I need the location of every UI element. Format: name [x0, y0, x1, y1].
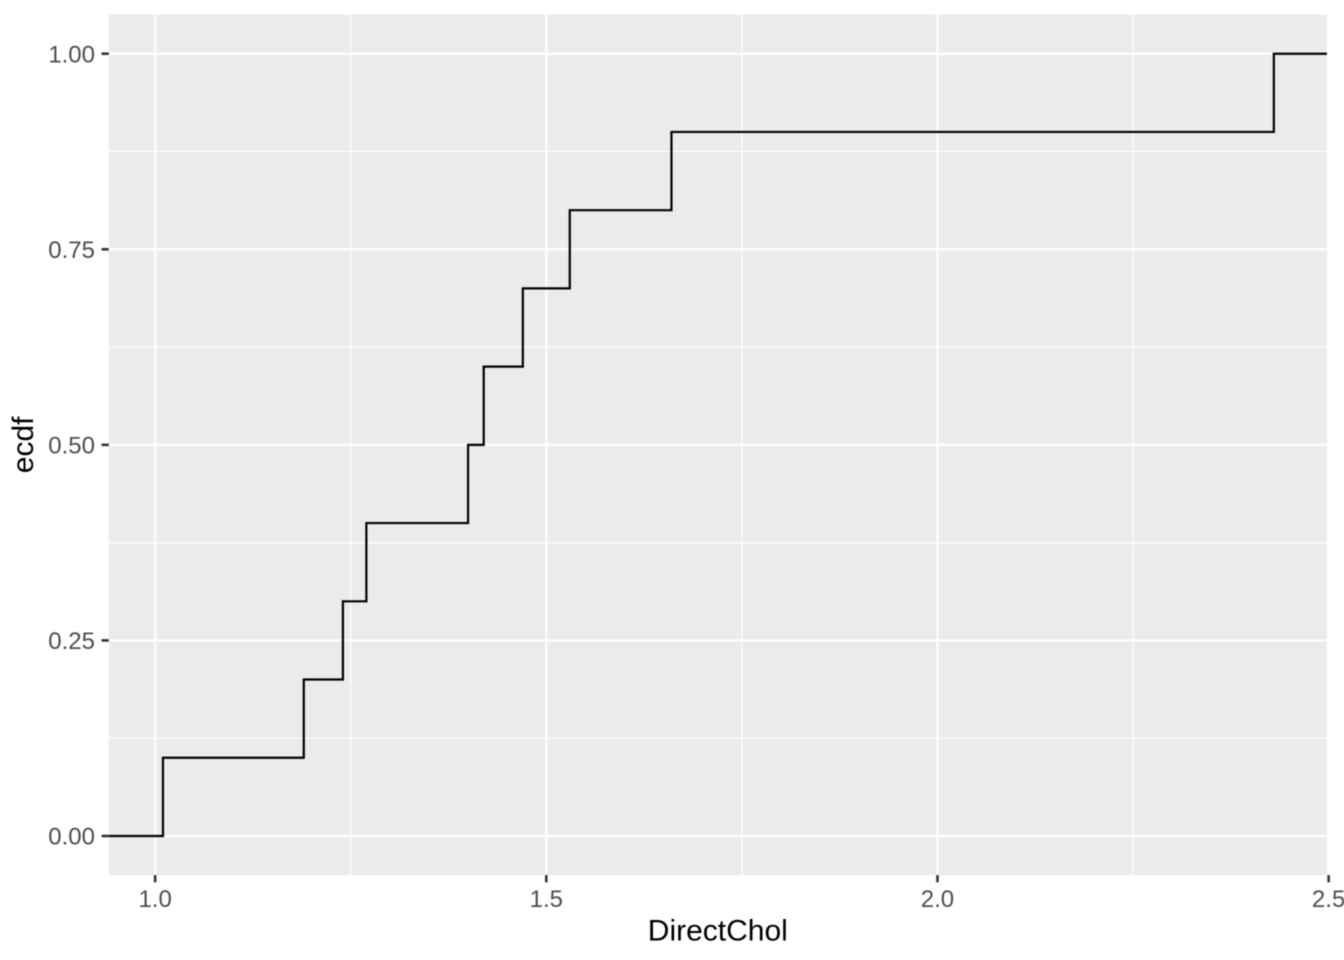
y-tick-label: 1.00: [48, 41, 95, 68]
x-tick-label: 2.5: [1312, 886, 1344, 913]
major-gridlines: [108, 14, 1327, 876]
ecdf-step-line: [108, 52, 1327, 838]
x-axis-tick-labels: 1.0 1.5 2.0 2.5: [138, 886, 1344, 913]
y-tick-label: 0.50: [48, 432, 95, 459]
y-axis-tick-labels: 0.00 0.25 0.50 0.75 1.00: [48, 41, 95, 850]
x-tick-label: 2.0: [921, 886, 954, 913]
y-tick-label: 0.25: [48, 628, 95, 655]
y-axis-tick-marks: [101, 52, 109, 838]
x-tick-label: 1.0: [138, 886, 171, 913]
x-axis-title: DirectChol: [648, 914, 788, 947]
y-axis-title: ecdf: [7, 416, 40, 473]
y-tick-label: 0.00: [48, 824, 95, 851]
x-axis-tick-marks: [153, 875, 1330, 883]
x-tick-label: 1.5: [530, 886, 563, 913]
y-tick-label: 0.75: [48, 237, 95, 264]
